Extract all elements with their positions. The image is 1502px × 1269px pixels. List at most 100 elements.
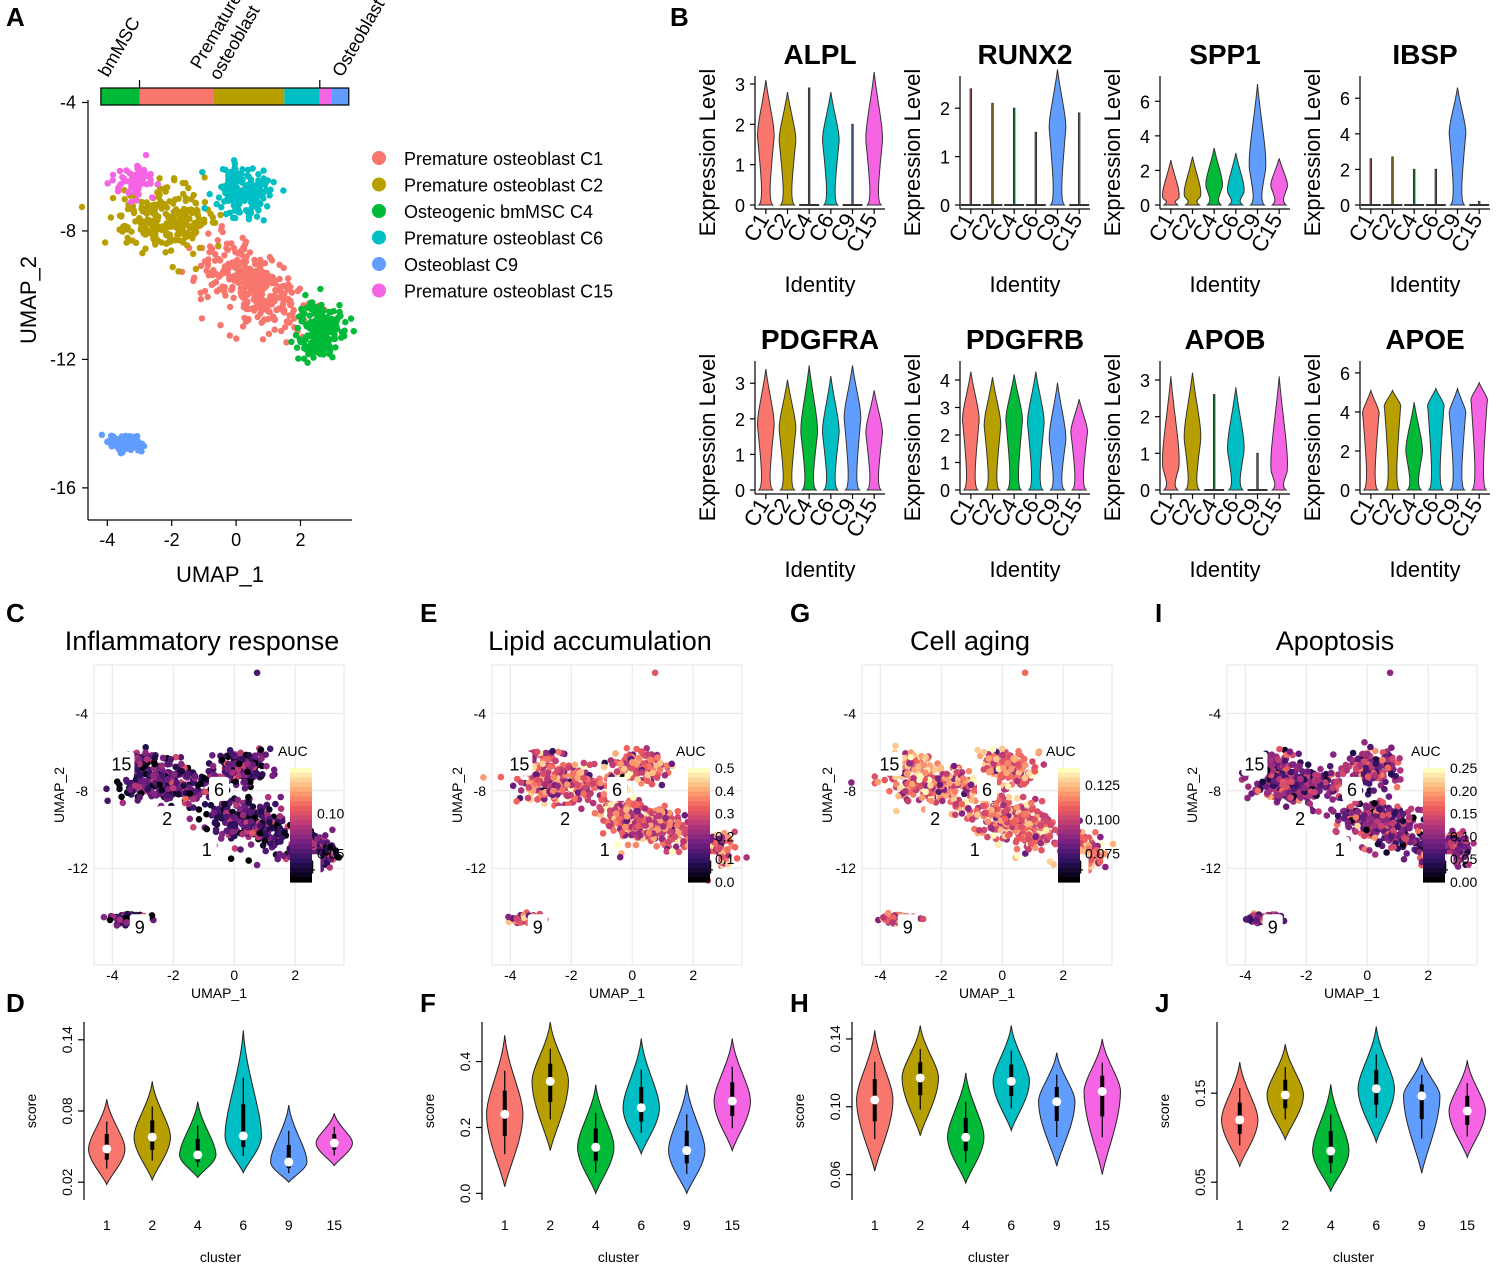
auc-point — [968, 816, 976, 823]
colorbar-step — [290, 806, 312, 812]
point-C2 — [138, 198, 145, 206]
auc-point — [743, 854, 750, 861]
auc-point — [150, 772, 157, 779]
violin-C6 — [1227, 387, 1245, 491]
auc-point — [1019, 793, 1027, 801]
auc-point — [1020, 780, 1028, 788]
point-C1 — [263, 307, 271, 314]
auc-point — [1000, 801, 1007, 809]
point-C1 — [221, 288, 228, 296]
auc-point — [277, 805, 285, 812]
auc-point — [270, 766, 278, 774]
point-C1 — [242, 268, 250, 275]
auc-point — [953, 769, 961, 776]
y-tick-label: -16 — [50, 478, 76, 498]
violin-C4 — [807, 87, 811, 206]
point-C2 — [172, 237, 179, 244]
point-C2 — [201, 198, 209, 206]
trajectory-bar-frame — [100, 87, 350, 106]
y-axis-label: UMAP_2 — [51, 767, 67, 823]
colorbar-step — [1058, 863, 1080, 869]
point-C2 — [182, 179, 189, 187]
auc-point — [642, 822, 649, 829]
auc-point — [241, 778, 249, 785]
colorbar-step — [290, 768, 312, 774]
violin-C9 — [1048, 69, 1067, 206]
violin-C6 — [822, 91, 840, 206]
colorbar-step — [1058, 867, 1080, 874]
auc-point — [638, 748, 645, 755]
auc-point — [612, 810, 620, 817]
auc-point — [190, 824, 197, 831]
point-C1 — [257, 256, 264, 264]
point-C2 — [217, 211, 224, 219]
violin-C4 — [1012, 107, 1016, 206]
point-C4 — [323, 334, 330, 341]
colorbar-step — [290, 796, 312, 802]
y-tick-label: 0 — [1340, 196, 1350, 216]
auc-point — [281, 829, 288, 837]
point-C1 — [237, 248, 244, 255]
point-C2 — [142, 228, 149, 235]
colorbar-tick-label: 0.075 — [1085, 846, 1120, 862]
auc-point — [656, 812, 663, 820]
legend-swatch-C15 — [372, 283, 386, 298]
auc-point — [177, 754, 185, 761]
auc-point — [1032, 833, 1039, 841]
auc-point — [234, 796, 242, 804]
auc-point — [571, 761, 579, 769]
legend-label-C2: Premature osteoblast C2 — [404, 176, 603, 196]
auc-point — [116, 916, 124, 924]
auc-point — [136, 794, 143, 801]
x-tick-label: -4 — [874, 967, 887, 983]
point-C4 — [332, 344, 339, 351]
auc-point — [180, 782, 187, 789]
colorbar-step — [688, 867, 710, 874]
point-C1 — [235, 273, 242, 281]
colorbar-step — [290, 810, 312, 817]
auc-point — [142, 744, 149, 751]
legend-title: AUC — [676, 743, 706, 759]
auc-point — [186, 790, 194, 797]
gene-title: ALPL — [783, 39, 856, 70]
auc-point — [552, 757, 559, 765]
colorbar-step — [290, 820, 312, 826]
point-C6 — [222, 166, 229, 174]
auc-point — [517, 787, 525, 794]
auc-point — [1013, 804, 1021, 811]
auc-point — [1038, 846, 1045, 854]
colorbar-step — [1058, 768, 1080, 774]
auc-point — [578, 805, 585, 813]
auc-point — [1028, 799, 1035, 807]
auc-point — [597, 807, 605, 814]
violin-C1 — [969, 88, 973, 206]
violin-C15 — [1070, 399, 1088, 491]
point-C6 — [280, 187, 287, 194]
point-C1 — [234, 265, 241, 273]
auc-point — [952, 801, 959, 808]
colorbar-step — [290, 834, 312, 840]
point-C15 — [104, 180, 111, 187]
point-C9 — [131, 444, 139, 451]
point-C1 — [265, 301, 272, 309]
point-C6 — [231, 189, 238, 196]
auc-point — [984, 833, 991, 841]
point-C15 — [123, 167, 130, 174]
point-C4 — [313, 317, 321, 324]
auc-point — [191, 772, 199, 780]
auc-point — [931, 766, 939, 774]
auc-point — [965, 767, 973, 775]
point-C1 — [230, 244, 237, 252]
colorbar-step — [1058, 815, 1080, 821]
violin-C15 — [865, 390, 883, 491]
auc-point — [609, 761, 616, 769]
point-C2 — [178, 220, 185, 227]
auc-point — [210, 809, 218, 817]
cluster-label: 2 — [162, 809, 172, 829]
point-C6 — [255, 171, 262, 178]
y-tick-label: 3 — [940, 399, 950, 419]
y-tick-label: 6 — [1140, 92, 1150, 112]
auc-point — [632, 841, 640, 849]
point-C1 — [206, 243, 214, 250]
auc-point — [621, 765, 628, 773]
